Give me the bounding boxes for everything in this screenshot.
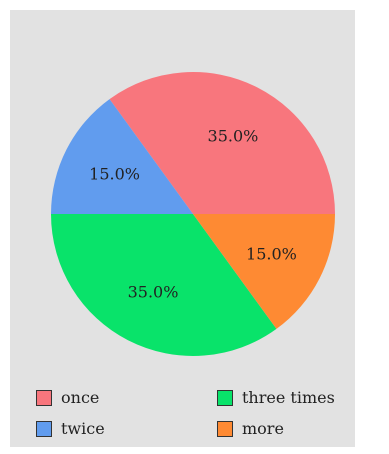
legend-swatch-three-times <box>217 389 233 406</box>
slice-label-once: 35.0% <box>207 126 259 146</box>
chart-panel: 35.0% 15.0% 35.0% 15.0% once twice three ti… <box>10 10 355 447</box>
pie-slice-more <box>193 214 335 329</box>
pie-chart <box>51 72 336 356</box>
legend-label-more: more <box>242 419 284 438</box>
slice-label-more: 15.0% <box>246 244 297 264</box>
legend-label-once: once <box>61 388 100 407</box>
pie-slice-twice <box>51 99 193 214</box>
legend-label-three-times: three times <box>242 388 335 407</box>
legend-item-twice: twice <box>36 419 105 438</box>
legend-item-more: more <box>217 419 284 438</box>
slice-label-three-times: 35.0% <box>127 282 179 302</box>
legend-item-once: once <box>36 388 99 407</box>
legend-label-twice: twice <box>61 419 105 438</box>
legend-item-three-times: three times <box>217 388 335 407</box>
slice-label-twice: 15.0% <box>89 164 140 184</box>
pie-slice-three-times <box>51 214 277 356</box>
legend-swatch-twice <box>36 420 52 437</box>
legend-swatch-once <box>36 389 52 406</box>
legend-swatch-more <box>217 420 233 437</box>
pie-slice-once <box>109 72 336 214</box>
